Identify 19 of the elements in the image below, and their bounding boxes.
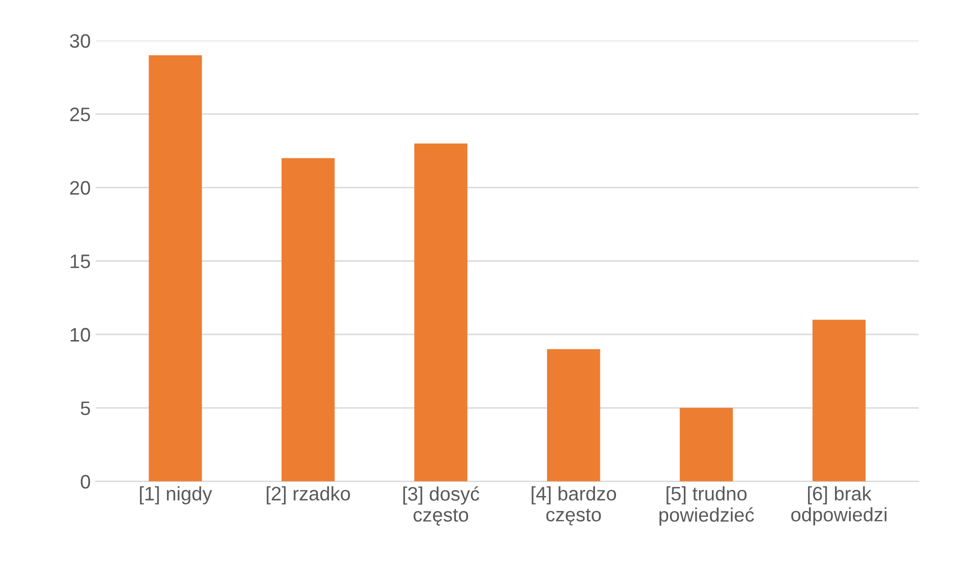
y-tick-label: 15 <box>70 254 90 268</box>
bar <box>414 143 468 482</box>
x-tick-label: [2] rzadko <box>266 486 350 504</box>
y-tick-label: 0 <box>80 474 90 489</box>
x-tick-label: [3] dosyć często <box>403 486 480 526</box>
y-tick-label: 30 <box>70 34 90 48</box>
x-tick-label: [6] brak odpowiedzi <box>791 486 886 526</box>
x-tick-label: [5] trudno powiedzieć <box>659 486 754 526</box>
bar <box>812 320 866 482</box>
y-tick-label: 5 <box>80 402 90 416</box>
bar <box>547 349 600 482</box>
bar <box>680 408 733 482</box>
bar <box>148 55 202 482</box>
x-tick-label: [4] bardzo często <box>532 486 616 526</box>
bar <box>282 158 335 482</box>
x-tick-label: [1] nigdy <box>140 486 212 504</box>
y-tick-label: 20 <box>70 181 90 195</box>
y-tick-label: 10 <box>70 328 90 342</box>
y-tick-label: 25 <box>70 108 90 122</box>
